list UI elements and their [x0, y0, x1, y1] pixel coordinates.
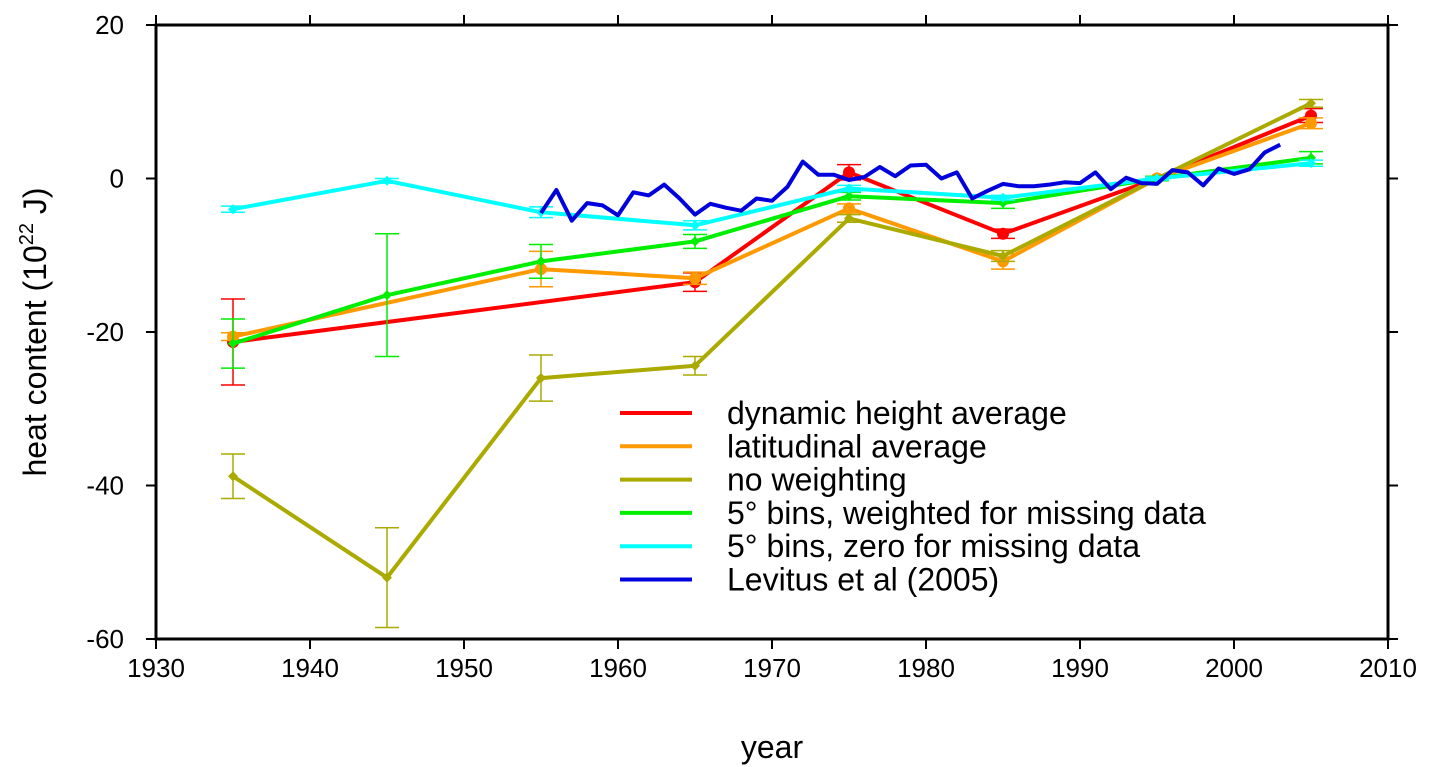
y-axis-title-prefix: heat content (10 — [17, 245, 53, 476]
legend-label: latitudinal average — [727, 428, 987, 464]
series-line — [232, 121, 1312, 339]
x-tick-label: 1930 — [127, 653, 185, 683]
data-point — [1306, 158, 1316, 169]
x-tick-label: 1990 — [1051, 653, 1109, 683]
x-tick-label: 1960 — [589, 653, 647, 683]
x-tick-label: 1970 — [743, 653, 801, 683]
series-layer — [221, 98, 1323, 629]
x-tick-label: 2010 — [1359, 653, 1417, 683]
series-2 — [221, 98, 1323, 629]
series-4 — [221, 158, 1323, 231]
y-tick-label: -40 — [86, 471, 124, 501]
data-point — [997, 227, 1009, 240]
data-point — [1306, 98, 1316, 109]
y-axis-title-superscript: 22 — [16, 223, 38, 245]
legend-label: 5° bins, zero for missing data — [727, 528, 1140, 564]
series-5 — [539, 142, 1282, 223]
y-tick-label: 0 — [110, 164, 124, 194]
series-line — [539, 142, 1282, 223]
x-tick-label: 1950 — [435, 653, 493, 683]
legend-label: 5° bins, weighted for missing data — [727, 495, 1206, 531]
axes: 1930 1940 1950 1960 1970 1980 1990 2000 2010 20 0 -… — [86, 10, 1417, 683]
legend-label: no weighting — [727, 462, 907, 498]
data-point — [382, 175, 392, 186]
y-tick-label: -20 — [86, 317, 124, 347]
data-point — [536, 256, 546, 267]
data-point — [844, 191, 854, 202]
y-tick-label: 20 — [95, 10, 124, 40]
y-axis-title: heat content (1022 J) — [16, 187, 53, 476]
series-line — [232, 161, 1312, 228]
y-tick-label: -60 — [86, 624, 124, 654]
data-point — [689, 272, 701, 285]
data-point — [536, 373, 546, 384]
x-tick-label: 1940 — [281, 653, 339, 683]
data-point — [843, 166, 855, 179]
data-point — [228, 471, 238, 482]
y-axis-title-suffix: J) — [17, 187, 53, 223]
data-point — [1305, 117, 1317, 130]
data-point — [690, 360, 700, 371]
data-point — [382, 290, 392, 301]
x-axis-title: year — [741, 729, 804, 765]
legend-label: Levitus et al (2005) — [727, 562, 999, 598]
data-point — [843, 202, 855, 215]
series-line — [232, 155, 1312, 346]
legend-label: dynamic height average — [727, 395, 1067, 431]
data-point — [228, 338, 238, 349]
data-point — [690, 220, 700, 231]
series-line — [231, 101, 1312, 580]
plot-frame — [154, 23, 1390, 641]
data-point — [998, 251, 1008, 262]
data-point — [998, 192, 1008, 203]
data-point — [844, 213, 854, 224]
data-point — [382, 572, 392, 583]
data-point — [228, 204, 238, 215]
x-tick-label: 1980 — [897, 653, 955, 683]
data-point — [690, 236, 700, 247]
data-point — [844, 183, 854, 194]
series-line — [232, 113, 1312, 344]
x-tick-label: 2000 — [1205, 653, 1263, 683]
